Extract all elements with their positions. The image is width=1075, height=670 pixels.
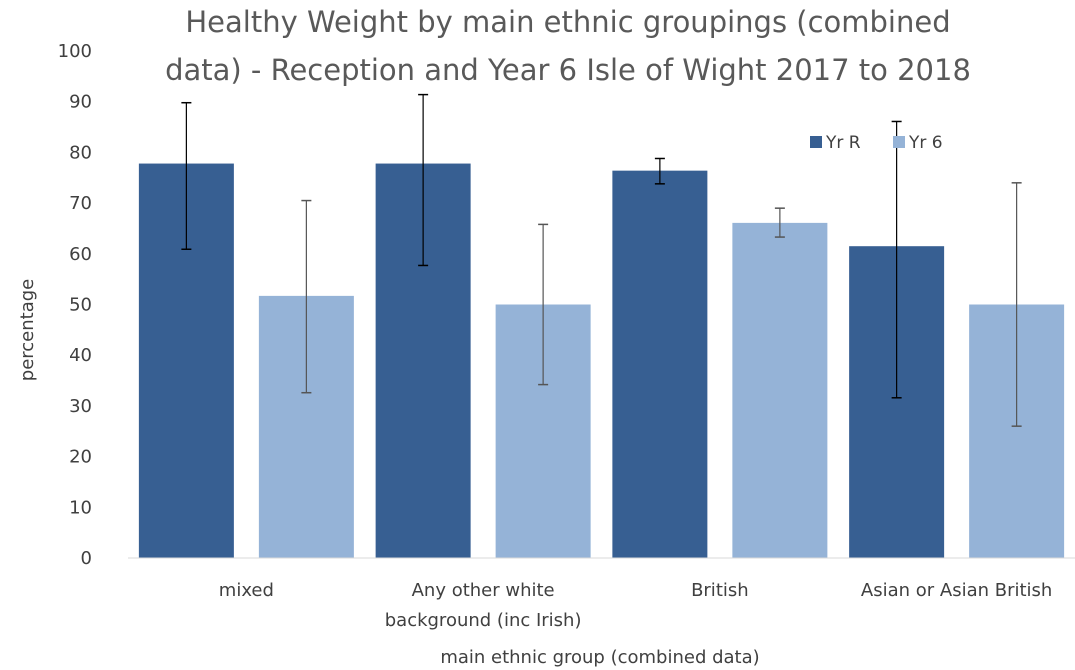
x-tick-label: mixed xyxy=(219,580,274,601)
x-tick-label: background (inc Irish) xyxy=(385,610,582,631)
y-tick-label: 10 xyxy=(69,497,92,518)
bar xyxy=(612,170,708,559)
y-tick-label: 20 xyxy=(69,447,92,468)
legend-label: Yr R xyxy=(825,133,861,153)
y-tick-label: 40 xyxy=(69,345,92,366)
chart-title-line-1: Healthy Weight by main ethnic groupings … xyxy=(185,5,950,39)
y-tick-label: 100 xyxy=(58,41,92,62)
legend-label: Yr 6 xyxy=(908,133,943,153)
legend-swatch xyxy=(893,136,905,148)
y-tick-label: 60 xyxy=(69,244,92,265)
y-tick-label: 0 xyxy=(81,548,92,569)
y-axis-title: percentage xyxy=(17,279,38,381)
y-tick-label: 50 xyxy=(69,295,92,316)
x-tick-label: Asian or Asian British xyxy=(861,580,1052,601)
y-tick-label: 30 xyxy=(69,396,92,417)
chart-title: Healthy Weight by main ethnic groupings … xyxy=(165,5,971,87)
legend: Yr R Yr 6 xyxy=(810,133,943,153)
chart-title-line-2: data) - Reception and Year 6 Isle of Wig… xyxy=(165,53,971,87)
y-tick-label: 90 xyxy=(69,92,92,113)
legend-swatch xyxy=(810,136,822,148)
bar xyxy=(732,222,828,559)
y-tick-label: 70 xyxy=(69,193,92,214)
x-tick-label: British xyxy=(691,580,749,601)
y-tick-label: 80 xyxy=(69,142,92,163)
x-tick-label: Any other white xyxy=(412,580,555,601)
plot-area: 0 10 20 30 40 50 60 70 80 90 100 mixed Any other whi… xyxy=(58,41,1075,631)
x-axis-title: main ethnic group (combined data) xyxy=(440,647,759,668)
